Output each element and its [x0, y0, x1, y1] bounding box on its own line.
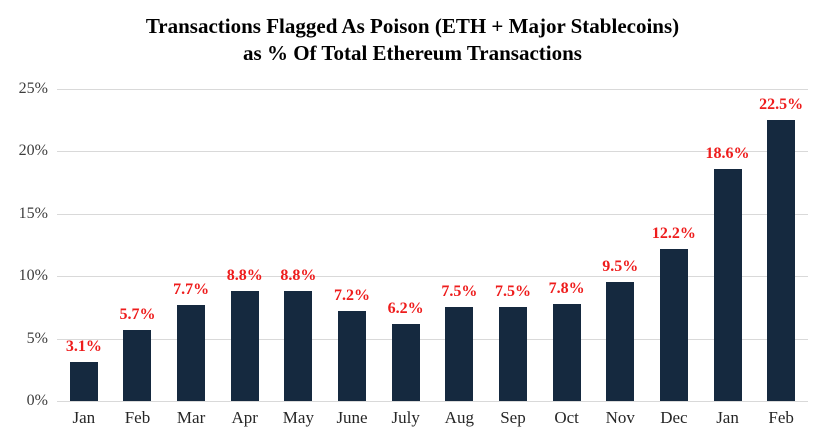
gridline-10% — [57, 276, 808, 277]
y-axis-tick-label: 0% — [26, 392, 48, 409]
x-axis-label: Feb — [124, 408, 151, 427]
bar-sep-8 — [498, 307, 527, 401]
gridline-15% — [57, 213, 808, 215]
gridline-25% — [57, 88, 808, 90]
bar-value-label: 22.5% — [759, 95, 804, 113]
x-axis-label: May — [282, 408, 314, 427]
x-axis-label: Mar — [176, 408, 206, 427]
gridline-5% — [57, 338, 808, 340]
bar-dec-11 — [659, 248, 688, 401]
chart-title-line2: as % Of Total Ethereum Transactions — [243, 41, 582, 65]
chart-title: Transactions Flagged As Poison (ETH + Ma… — [0, 13, 825, 67]
x-axis-label: Apr — [231, 408, 258, 427]
x-axis-label: Oct — [554, 408, 579, 427]
bar-value-label: 8.8% — [226, 267, 263, 284]
x-axis-label: Nov — [605, 408, 635, 427]
x-axis-label: Aug — [444, 408, 474, 427]
y-axis-tick-label: 10% — [18, 267, 48, 284]
x-axis-label: Jan — [716, 408, 739, 427]
bar-july-6 — [391, 323, 420, 401]
bar-value-label: 7.5% — [494, 283, 531, 301]
bar-value-label: 7.8% — [548, 279, 585, 297]
bar-feb-1 — [123, 329, 152, 401]
bar-oct-9 — [552, 303, 581, 401]
y-axis-tick-label: 20% — [18, 142, 48, 159]
bar-june-5 — [338, 311, 367, 401]
bar-value-label: 3.1% — [65, 338, 102, 356]
bar-value-label: 5.7% — [119, 305, 156, 323]
bar-may-4 — [284, 291, 313, 401]
x-axis-label: June — [336, 408, 368, 427]
x-axis-label: Feb — [768, 408, 794, 427]
gridline-0% — [57, 401, 808, 402]
x-axis-label: Sep — [500, 408, 526, 427]
bar-value-label: 12.2% — [651, 224, 696, 242]
bar-value-label: 7.5% — [441, 283, 478, 301]
bar-apr-3 — [230, 291, 259, 401]
x-axis-label: Jan — [72, 408, 96, 427]
bar-jan-0 — [69, 362, 98, 401]
bar-value-label: 8.8% — [280, 267, 317, 284]
chart-title-line1: Transactions Flagged As Poison (ETH + Ma… — [145, 14, 680, 38]
bar-value-label: 6.2% — [387, 299, 424, 317]
x-axis-label: Dec — [660, 408, 688, 427]
bar-value-label: 7.7% — [173, 280, 210, 298]
bar-aug-7 — [445, 307, 474, 401]
bar-value-label: 18.6% — [705, 144, 750, 162]
bar-jan-12 — [713, 168, 742, 401]
y-axis-tick-label: 25% — [18, 79, 48, 97]
bar-feb-13 — [767, 119, 796, 401]
bar-nov-10 — [606, 282, 635, 401]
bar-mar-2 — [177, 304, 206, 401]
gridline-20% — [57, 151, 808, 152]
x-axis-label: July — [391, 408, 420, 427]
y-axis-tick-label: 5% — [26, 329, 48, 347]
bar-value-label: 7.2% — [334, 287, 371, 304]
y-axis-tick-label: 15% — [18, 204, 48, 222]
bar-value-label: 9.5% — [602, 258, 639, 276]
